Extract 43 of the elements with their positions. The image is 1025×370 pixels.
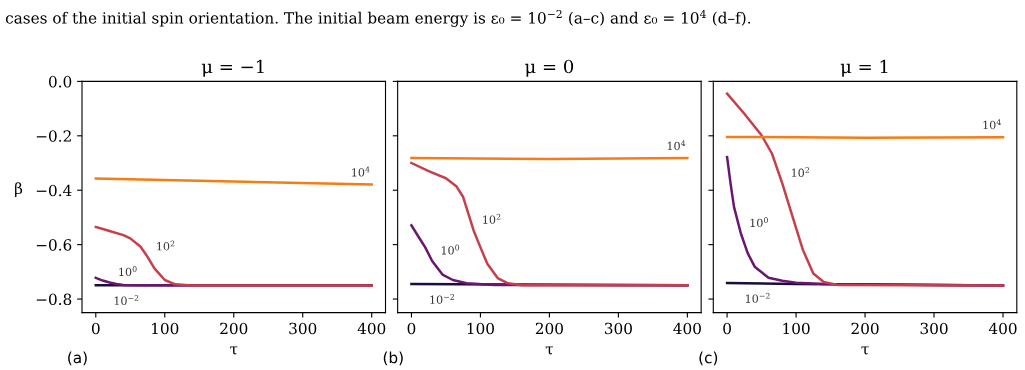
text: (c) xyxy=(699,351,718,366)
y-tick-label: 0.0 xyxy=(48,75,72,88)
x-tick-label: 300 xyxy=(289,322,317,335)
x-axis-title: τ xyxy=(230,346,238,355)
x-tick-label: 200 xyxy=(220,322,248,335)
x-tick-label: 400 xyxy=(988,322,1017,335)
x-tick-label: 200 xyxy=(851,322,879,335)
text: cases of the initial spin orientation. The initial beam energy is ε₀ = 10$^{−2}$ (a–c) and ε₀ = 10$^{4}$ (d–f). xyxy=(5,9,751,27)
x-axis-title: τ xyxy=(861,346,869,355)
y-tick-label: −0.8 xyxy=(36,293,72,306)
y-axis-title: β xyxy=(15,182,23,198)
series-label: 10$^{2}$ xyxy=(791,167,810,178)
series-label: 10$^{0}$ xyxy=(750,217,768,228)
text: (a) xyxy=(68,351,87,366)
x-tick-label: 0 xyxy=(723,322,731,335)
x-tick-label: 0 xyxy=(91,322,100,335)
y-tick-label: −0.4 xyxy=(36,184,72,197)
x-tick-label: 300 xyxy=(920,322,948,335)
series-label: 10$^{−2}$ xyxy=(430,293,454,304)
x-tick-label: 0 xyxy=(407,322,416,335)
series-label: 10$^{4}$ xyxy=(983,119,1001,130)
chart-title: μ = −1 xyxy=(201,59,264,77)
x-axis-title: τ xyxy=(545,346,554,355)
series-label: 10$^{2}$ xyxy=(157,240,175,251)
chart-title: μ = 0 xyxy=(525,59,574,77)
series-label: 10$^{−2}$ xyxy=(746,292,770,303)
x-tick-label: 400 xyxy=(673,322,701,335)
y-tick-label: −0.2 xyxy=(36,130,71,142)
x-tick-label: 200 xyxy=(535,322,563,335)
series-label: 10$^{2}$ xyxy=(483,213,501,224)
y-tick-label: −0.6 xyxy=(36,239,72,251)
text: (b) xyxy=(383,351,403,366)
x-tick-label: 300 xyxy=(604,322,632,335)
series-label: 10$^{4}$ xyxy=(352,166,370,177)
x-tick-label: 100 xyxy=(152,322,179,335)
x-tick-label: 400 xyxy=(357,322,386,335)
series-label: 10$^{0}$ xyxy=(119,266,137,277)
series-label: 10$^{4}$ xyxy=(667,140,686,151)
series-label: 10$^{−2}$ xyxy=(114,295,139,305)
x-tick-label: 100 xyxy=(783,322,810,335)
series-label: 10$^{0}$ xyxy=(441,244,460,255)
chart-title: μ = 1 xyxy=(840,59,888,77)
x-tick-label: 100 xyxy=(467,322,494,335)
